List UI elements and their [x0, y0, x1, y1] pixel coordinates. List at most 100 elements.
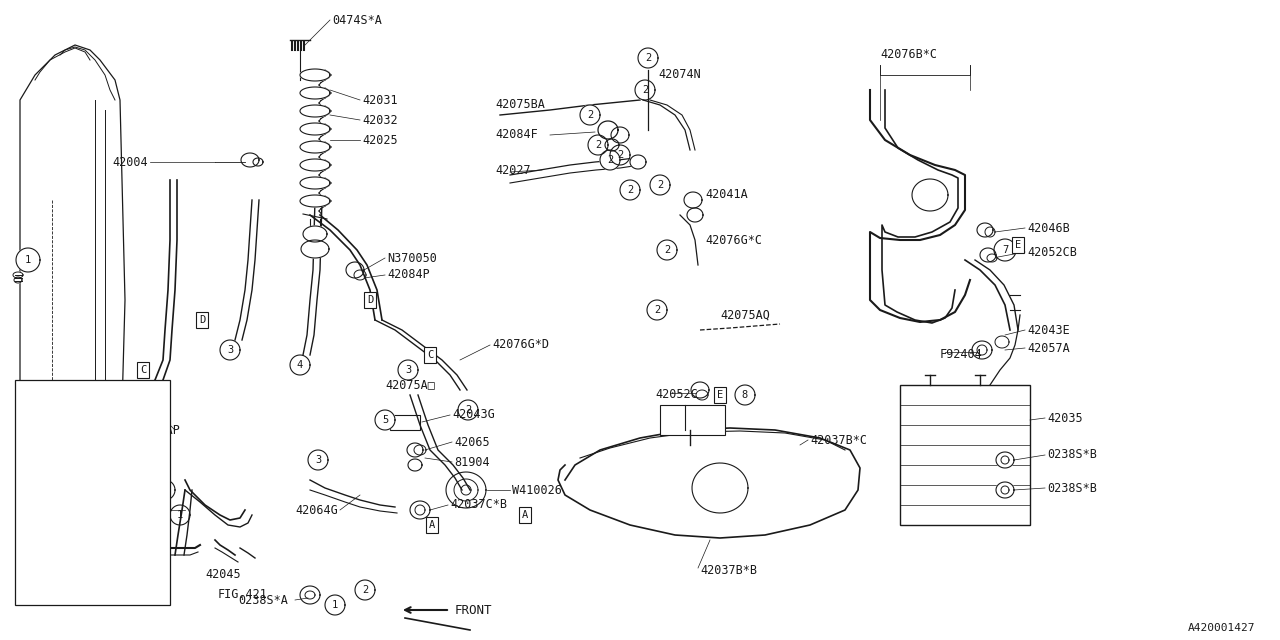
- Text: 42027: 42027: [495, 163, 531, 177]
- Text: 42045A: 42045A: [20, 534, 63, 547]
- Text: 42037C*B: 42037C*B: [451, 499, 507, 511]
- Polygon shape: [155, 480, 175, 500]
- Polygon shape: [735, 385, 755, 405]
- Text: 8: 8: [32, 563, 38, 573]
- Text: 0238S*A: 0238S*A: [238, 593, 288, 607]
- Polygon shape: [303, 226, 326, 242]
- Polygon shape: [291, 355, 310, 375]
- Text: 8: 8: [742, 390, 748, 400]
- Text: 42004: 42004: [113, 156, 148, 168]
- Polygon shape: [657, 240, 677, 260]
- Polygon shape: [684, 192, 701, 208]
- Polygon shape: [687, 208, 703, 222]
- Polygon shape: [630, 155, 646, 169]
- Polygon shape: [300, 141, 330, 153]
- Text: 42076G*D: 42076G*D: [492, 339, 549, 351]
- Polygon shape: [413, 445, 426, 455]
- Text: 42075BA: 42075BA: [495, 99, 545, 111]
- Polygon shape: [1001, 486, 1009, 494]
- Text: 4: 4: [32, 463, 38, 472]
- Text: D: D: [198, 315, 205, 325]
- Polygon shape: [355, 270, 366, 280]
- Text: D: D: [367, 295, 374, 305]
- Polygon shape: [696, 390, 708, 400]
- Text: 42052C: 42052C: [655, 388, 698, 401]
- Polygon shape: [415, 505, 425, 515]
- Polygon shape: [445, 472, 486, 508]
- Polygon shape: [300, 195, 330, 207]
- FancyBboxPatch shape: [660, 405, 724, 435]
- Text: 42042A: 42042A: [60, 538, 101, 547]
- Polygon shape: [620, 180, 640, 200]
- Text: 2: 2: [645, 53, 652, 63]
- Polygon shape: [646, 300, 667, 320]
- Polygon shape: [588, 135, 608, 155]
- Polygon shape: [461, 485, 471, 495]
- Text: 2: 2: [654, 305, 660, 315]
- Text: 42046B: 42046B: [1027, 221, 1070, 234]
- Polygon shape: [300, 123, 330, 135]
- Text: 42064I: 42064I: [100, 504, 143, 516]
- Polygon shape: [24, 456, 46, 479]
- Polygon shape: [600, 150, 620, 170]
- Text: 42037B*B: 42037B*B: [700, 563, 756, 577]
- Polygon shape: [977, 223, 993, 237]
- Text: 1: 1: [177, 510, 183, 520]
- Text: 2: 2: [617, 150, 623, 160]
- Text: FIG.421: FIG.421: [218, 589, 268, 602]
- Text: 42025: 42025: [362, 134, 398, 147]
- Polygon shape: [346, 262, 364, 278]
- Text: F92404: F92404: [940, 349, 983, 362]
- Text: A: A: [522, 510, 529, 520]
- Text: 1: 1: [24, 255, 31, 265]
- Text: 42043E: 42043E: [1027, 323, 1070, 337]
- Polygon shape: [24, 431, 46, 454]
- Text: 2: 2: [595, 140, 602, 150]
- Polygon shape: [611, 145, 630, 165]
- Polygon shape: [1001, 456, 1009, 464]
- Text: 0238S*B: 0238S*B: [1047, 481, 1097, 495]
- Polygon shape: [980, 248, 996, 262]
- Polygon shape: [611, 127, 628, 143]
- Polygon shape: [24, 557, 46, 579]
- Polygon shape: [408, 459, 422, 471]
- Text: 42065: 42065: [454, 435, 490, 449]
- Text: 42032: 42032: [362, 113, 398, 127]
- Text: E: E: [1015, 240, 1021, 250]
- Polygon shape: [308, 450, 328, 470]
- Polygon shape: [996, 452, 1014, 468]
- Polygon shape: [14, 277, 22, 283]
- Text: 42043G: 42043G: [452, 408, 495, 422]
- Text: 2: 2: [641, 85, 648, 95]
- Text: 42031: 42031: [362, 93, 398, 106]
- Text: 2: 2: [607, 155, 613, 165]
- Polygon shape: [458, 400, 477, 420]
- Polygon shape: [300, 69, 330, 81]
- Text: 2: 2: [657, 180, 663, 190]
- Polygon shape: [580, 105, 600, 125]
- Polygon shape: [300, 586, 320, 604]
- Text: 2: 2: [664, 245, 671, 255]
- Text: 42076G*C: 42076G*C: [705, 234, 762, 246]
- Text: 3: 3: [32, 438, 38, 447]
- Text: 0923S*B: 0923S*B: [60, 588, 108, 598]
- Polygon shape: [24, 406, 46, 429]
- Polygon shape: [558, 428, 860, 538]
- Text: 42042F: 42042F: [60, 563, 101, 573]
- Text: 42084P: 42084P: [387, 269, 430, 282]
- Text: 42084F: 42084F: [495, 129, 538, 141]
- Text: 42074N: 42074N: [658, 68, 700, 81]
- Polygon shape: [650, 175, 669, 195]
- Polygon shape: [220, 340, 241, 360]
- Polygon shape: [691, 382, 709, 398]
- Polygon shape: [24, 381, 46, 403]
- Text: C: C: [426, 350, 433, 360]
- Polygon shape: [170, 505, 189, 525]
- Text: 5: 5: [381, 415, 388, 425]
- Text: 42075AN: 42075AN: [60, 463, 108, 472]
- Text: 3: 3: [227, 345, 233, 355]
- Polygon shape: [301, 240, 329, 258]
- Polygon shape: [325, 595, 346, 615]
- Text: 2: 2: [362, 585, 369, 595]
- Text: FRONT: FRONT: [454, 604, 493, 616]
